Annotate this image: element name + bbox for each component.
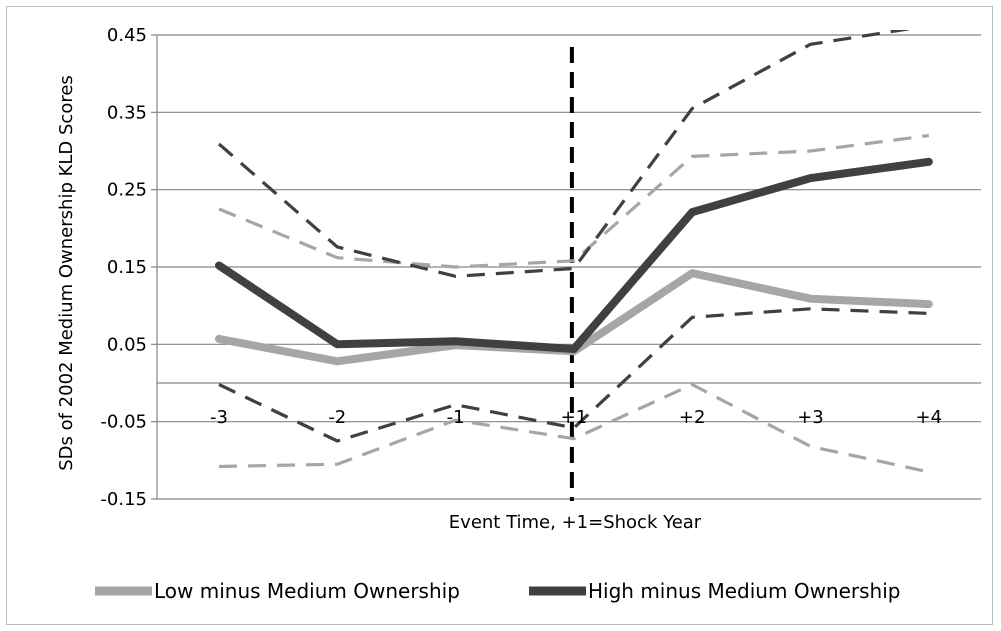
legend-label-low: Low minus Medium Ownership [154, 579, 460, 603]
series-layer [215, 30, 933, 474]
x-axis-title: Event Time, +1=Shock Year [449, 512, 702, 533]
y-tick-label: 0.05 [107, 334, 147, 355]
gridlines [157, 34, 981, 500]
low-ci-lower-line [218, 382, 930, 474]
line-chart: 0.45 0.35 0.25 0.15 0.05 -0.05 -0.15 -3 -2 -1 +1 +2… [56, 25, 981, 603]
high-ci-upper-line [217, 30, 912, 278]
high-ci-lower-line [218, 307, 929, 443]
low-ci-upper-line [218, 133, 930, 269]
x-tick-label: -3 [210, 407, 228, 428]
x-tick-label: -2 [328, 407, 346, 428]
x-tick-label: +4 [916, 407, 943, 428]
y-tick-label: -0.15 [100, 489, 147, 510]
y-tick-label: 0.45 [107, 25, 147, 46]
legend: Low minus Medium Ownership High minus Me… [95, 579, 900, 603]
chart-frame: 0.45 0.35 0.25 0.15 0.05 -0.05 -0.15 -3 -2 -1 +1 +2… [6, 6, 993, 625]
high-minus-medium-series-line [215, 157, 933, 353]
x-tick-label: -1 [447, 407, 465, 428]
axes [151, 34, 981, 500]
x-tick-label: +2 [679, 407, 706, 428]
y-tick-label: 0.35 [107, 102, 147, 123]
y-axis-title: SDs of 2002 Medium Ownership KLD Scores [56, 75, 77, 471]
y-tick-label: 0.25 [107, 180, 147, 201]
y-tick-label: -0.05 [100, 412, 147, 433]
y-tick-label: 0.15 [107, 257, 147, 278]
x-tick-label: +1 [561, 407, 588, 428]
x-tick-label: +3 [797, 407, 824, 428]
legend-label-high: High minus Medium Ownership [588, 579, 900, 603]
tick-labels: 0.45 0.35 0.25 0.15 0.05 -0.05 -0.15 -3 -2 -1 +1 +2… [100, 25, 942, 510]
